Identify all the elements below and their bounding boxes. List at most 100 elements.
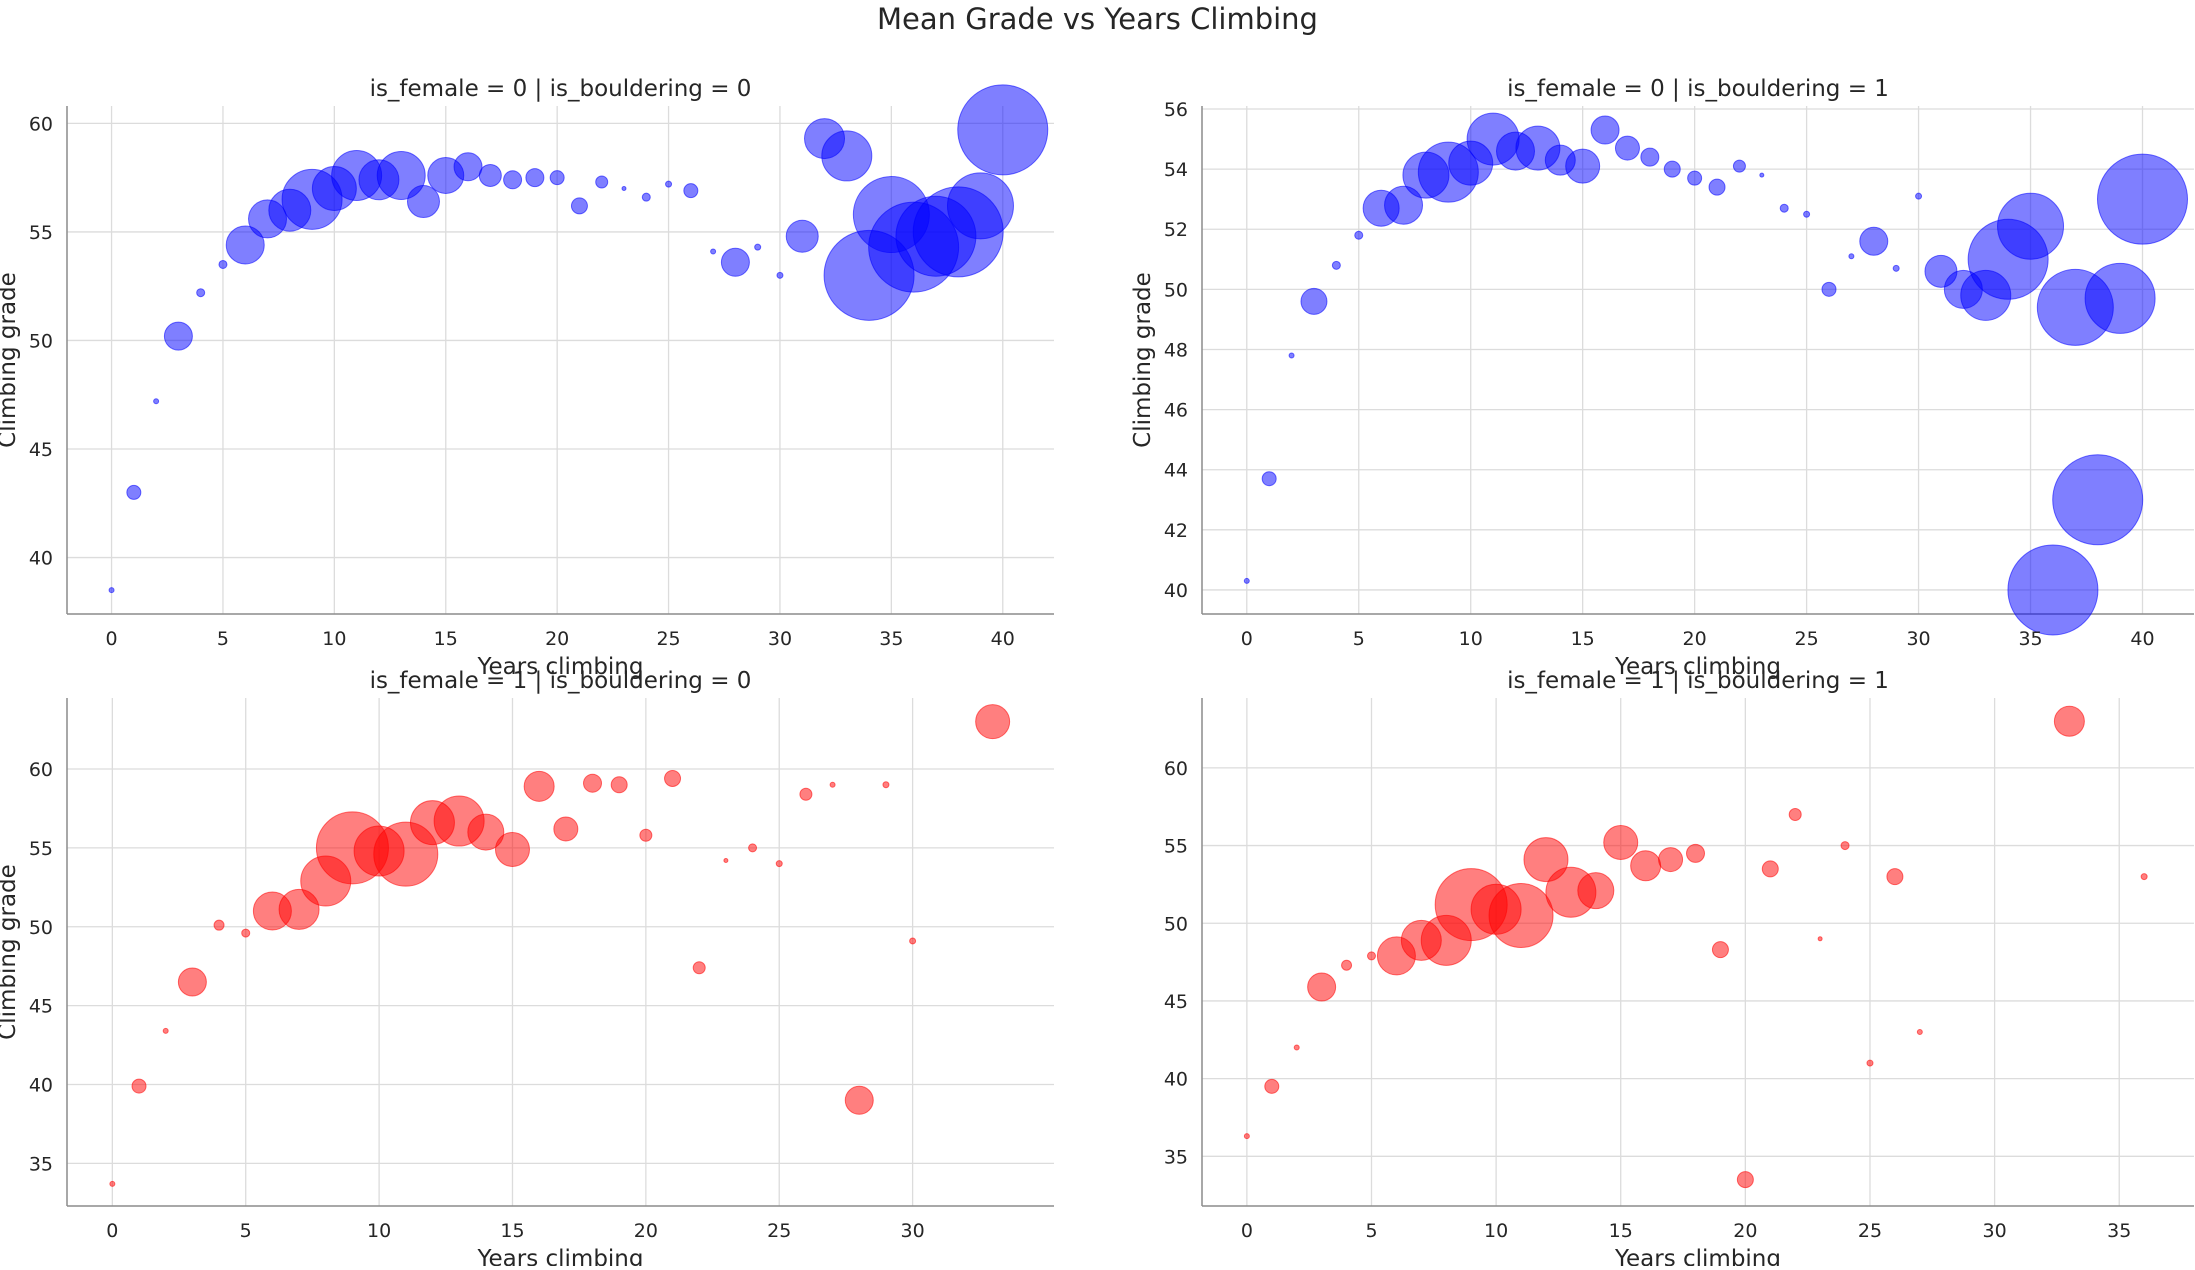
data-point: [177, 967, 207, 997]
data-point: [1488, 882, 1554, 948]
data-point: [710, 248, 717, 255]
y-tick-label: 42: [1164, 520, 1188, 542]
data-point: [844, 1085, 874, 1115]
x-tick-label: 30: [1983, 1220, 2007, 1242]
data-point: [1761, 860, 1779, 878]
y-tick-label: 60: [1164, 758, 1188, 780]
data-point: [570, 197, 588, 215]
data-point: [1614, 135, 1640, 161]
data-point: [2052, 454, 2144, 546]
data-point: [213, 919, 225, 931]
data-point: [1711, 941, 1729, 959]
data-point: [1341, 959, 1353, 971]
data-point: [1243, 577, 1250, 584]
data-point: [641, 192, 651, 202]
x-tick-label: 20: [634, 1220, 658, 1242]
x-tick-label: 5: [1365, 1220, 1377, 1242]
data-point: [131, 1078, 147, 1094]
data-point: [553, 816, 579, 842]
x-tick-label: 10: [1459, 628, 1483, 650]
y-tick-label: 50: [29, 330, 53, 352]
data-point: [664, 769, 682, 787]
y-axis-label: Climbing grade: [0, 864, 21, 1040]
data-point: [723, 857, 729, 863]
y-tick-label: 45: [1164, 991, 1188, 1013]
data-point: [1243, 1133, 1250, 1140]
y-tick-label: 60: [29, 113, 53, 135]
data-point: [1892, 264, 1900, 272]
data-point: [946, 172, 1014, 240]
x-tick-label: 25: [767, 1220, 791, 1242]
data-point: [1264, 1078, 1280, 1094]
y-tick-label: 40: [29, 1075, 53, 1097]
subplot-title: is_female = 1 | is_bouldering = 1: [1507, 668, 1889, 694]
x-tick-label: 30: [768, 628, 792, 650]
data-point: [1736, 1171, 1754, 1189]
x-tick-label: 15: [500, 1220, 524, 1242]
data-point: [1886, 868, 1904, 886]
y-tick-label: 48: [1164, 339, 1188, 361]
data-point: [2096, 153, 2188, 245]
y-tick-label: 54: [1164, 159, 1188, 181]
data-point: [1603, 824, 1639, 860]
x-tick-label: 25: [1795, 628, 1819, 650]
data-point: [1687, 170, 1703, 186]
data-point: [1803, 210, 1811, 218]
y-tick-label: 55: [29, 222, 53, 244]
data-point: [163, 321, 193, 351]
data-point: [1300, 287, 1328, 315]
data-point: [1577, 872, 1615, 910]
y-tick-label: 50: [1164, 913, 1188, 935]
data-point: [1916, 1029, 1923, 1036]
x-tick-label: 25: [656, 628, 680, 650]
y-axis-label: Climbing grade: [0, 272, 21, 448]
y-tick-label: 56: [1164, 99, 1188, 121]
x-tick-label: 0: [106, 1220, 118, 1242]
subplot-title: is_female = 1 | is_bouldering = 0: [370, 668, 752, 694]
data-point: [406, 185, 440, 219]
data-point: [776, 271, 784, 279]
subplot-2: 0 5 10 15 20 25 30 35 40 40 42 44 46 48 50 52 54 56 is_fem…: [1130, 76, 2194, 680]
data-point: [1331, 260, 1341, 270]
data-point: [882, 781, 890, 789]
x-tick-label: 40: [2130, 628, 2154, 650]
data-point: [821, 130, 873, 182]
data-point: [241, 928, 251, 938]
x-tick-label: 20: [1733, 1220, 1757, 1242]
data-point: [799, 787, 813, 801]
x-tick-label: 25: [1858, 1220, 1882, 1242]
y-tick-label: 52: [1164, 219, 1188, 241]
data-point: [829, 781, 836, 788]
data-point: [196, 288, 206, 298]
x-tick-label: 0: [106, 628, 118, 650]
data-point: [1658, 847, 1684, 873]
data-point: [467, 813, 505, 851]
data-point: [1759, 172, 1765, 178]
y-tick-label: 45: [29, 439, 53, 461]
x-tick-label: 10: [1484, 1220, 1508, 1242]
data-point: [1293, 1044, 1300, 1051]
x-tick-label: 0: [1241, 1220, 1253, 1242]
y-tick-label: 40: [1164, 1069, 1188, 1091]
subplot-title: is_female = 0 | is_bouldering = 0: [370, 76, 752, 102]
data-point: [692, 961, 706, 975]
data-point: [775, 860, 783, 868]
x-axis-label: Years climbing: [477, 654, 644, 680]
data-point: [1848, 253, 1855, 260]
data-point: [218, 259, 228, 269]
y-tick-label: 35: [1164, 1146, 1188, 1168]
data-point: [2053, 705, 2085, 737]
data-point: [639, 828, 653, 842]
data-point: [665, 180, 673, 188]
x-tick-label: 15: [1571, 628, 1595, 650]
x-tick-label: 30: [1906, 628, 1930, 650]
y-tick-label: 55: [1164, 836, 1188, 858]
data-point: [109, 1180, 116, 1187]
data-point: [126, 484, 142, 500]
data-point: [1788, 808, 1802, 822]
data-point: [1840, 841, 1850, 851]
data-point: [1997, 192, 2065, 260]
data-point: [108, 587, 115, 594]
